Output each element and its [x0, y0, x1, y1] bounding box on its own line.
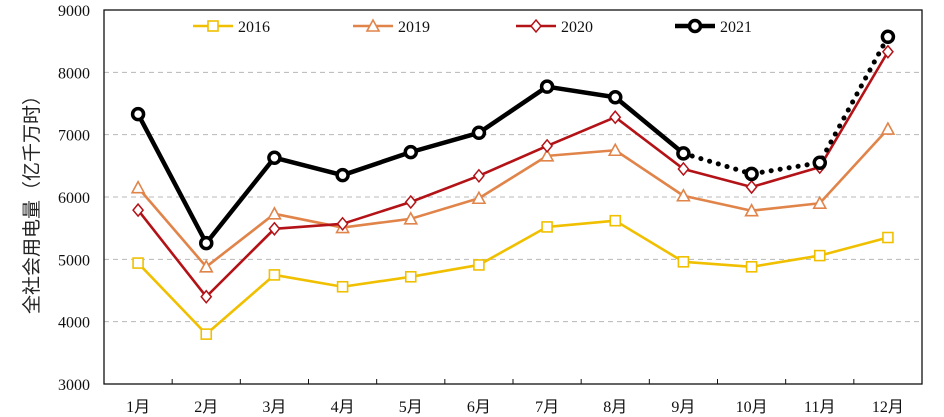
- data-point-2020: [268, 221, 281, 236]
- x-tick-label: 6月: [467, 399, 491, 416]
- data-point-2021: [199, 235, 214, 251]
- series-line-2019: [137, 128, 889, 269]
- data-point-2021: [676, 146, 691, 161]
- legend-label: 2021: [720, 19, 752, 36]
- x-tick-label: 1月: [126, 399, 150, 416]
- data-point-2020: [609, 110, 622, 125]
- data-point-2020: [200, 289, 213, 304]
- data-point-2019: [607, 142, 623, 157]
- data-point-2020: [541, 138, 554, 154]
- y-axis-label: 全社会用电量（亿千万时）: [21, 86, 43, 314]
- series-line-2016: [137, 219, 889, 336]
- data-point-2019: [880, 121, 896, 135]
- legend-marker-diamond-icon: [530, 18, 542, 34]
- legend-marker-triangle-icon: [365, 18, 381, 32]
- y-tick-label: 4000: [58, 315, 90, 332]
- data-point-2016: [336, 280, 349, 293]
- data-point-2020: [132, 202, 145, 218]
- data-point-2016: [132, 257, 144, 269]
- data-point-2019: [539, 148, 555, 162]
- legend-label: 2019: [398, 19, 430, 36]
- x-tick-label: 11月: [804, 399, 835, 416]
- y-tick-label: 7000: [58, 128, 90, 145]
- y-tick-label: 8000: [58, 65, 90, 82]
- legend-item-2019: 2019: [353, 18, 430, 36]
- data-point-2021: [608, 90, 623, 105]
- y-tick-label: 5000: [58, 252, 90, 269]
- data-point-2016: [268, 269, 281, 281]
- data-point-2021: [267, 150, 282, 165]
- data-point-2016: [200, 328, 213, 340]
- data-point-2021: [130, 106, 146, 122]
- series-2021: [130, 29, 896, 251]
- data-point-2020: [404, 194, 417, 210]
- x-tick-label: 2月: [194, 399, 218, 416]
- data-point-2016: [813, 249, 826, 262]
- data-point-2021: [744, 166, 759, 182]
- data-point-2020: [677, 161, 690, 177]
- data-point-2021: [335, 167, 350, 183]
- x-tick-label: 10月: [736, 399, 768, 416]
- series-line-2020: [137, 51, 890, 299]
- data-point-2016: [404, 270, 417, 283]
- data-point-2019: [471, 190, 487, 205]
- data-point-2016: [745, 261, 758, 273]
- data-point-2019: [198, 259, 214, 273]
- x-tick-label: 4月: [331, 399, 355, 416]
- data-point-2019: [676, 188, 691, 202]
- data-point-2021: [471, 125, 487, 141]
- series-forecast-line-2021: [680, 34, 891, 177]
- x-tick-label: 5月: [399, 399, 423, 416]
- data-point-2016: [473, 259, 485, 271]
- data-point-2021: [403, 144, 418, 160]
- y-tick-label: 9000: [58, 3, 90, 20]
- legend-item-2021: 2021: [675, 18, 752, 36]
- legend-item-2020: 2020: [516, 18, 593, 36]
- data-point-2019: [812, 195, 828, 210]
- data-point-2021: [812, 155, 827, 170]
- x-tick-label: 9月: [671, 399, 695, 416]
- data-point-2016: [882, 231, 894, 244]
- data-point-2020: [472, 168, 485, 183]
- data-point-2021: [539, 79, 555, 94]
- x-tick-label: 3月: [262, 399, 286, 416]
- legend-label: 2016: [238, 19, 270, 36]
- legend-item-2016: 2016: [193, 19, 270, 36]
- x-tick-label: 8月: [603, 399, 627, 416]
- data-point-2020: [745, 179, 758, 195]
- legend-marker-circle-icon: [687, 18, 703, 34]
- data-point-2019: [267, 206, 282, 220]
- data-point-2020: [336, 216, 349, 231]
- data-point-2019: [744, 203, 759, 217]
- data-point-2021: [880, 29, 896, 45]
- series-2016: [132, 214, 894, 340]
- data-point-2019: [130, 179, 146, 194]
- x-tick-label: 12月: [872, 399, 904, 416]
- legend-label: 2020: [561, 19, 593, 36]
- data-point-2020: [881, 44, 894, 59]
- data-point-2016: [677, 256, 690, 268]
- legend-marker-square-icon: [207, 20, 219, 32]
- data-point-2019: [403, 211, 419, 225]
- y-tick-label: 6000: [58, 190, 90, 207]
- data-point-2016: [541, 221, 553, 233]
- y-tick-label: 3000: [58, 377, 90, 394]
- x-tick-label: 7月: [535, 399, 559, 416]
- data-point-2016: [609, 214, 622, 227]
